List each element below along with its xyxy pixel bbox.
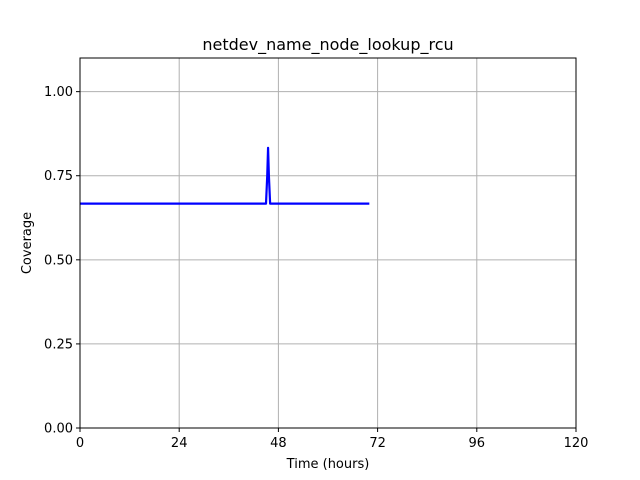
x-tick-label: 0 (76, 436, 84, 451)
x-tick-label: 48 (270, 436, 287, 451)
x-tick-label: 96 (469, 436, 486, 451)
y-axis-title: Coverage (20, 212, 35, 274)
coverage-line (80, 146, 370, 205)
chart-title: netdev_name_node_lookup_rcu (202, 35, 453, 55)
y-tick-label: 1.00 (44, 85, 73, 100)
x-tick-label: 72 (369, 436, 386, 451)
y-tick-label: 0.00 (44, 422, 73, 437)
x-tick-label: 120 (564, 436, 589, 451)
tick-layer: 0 24 48 72 96 120 0.00 0.25 0.50 0.75 1.00 (44, 85, 588, 451)
y-tick-label: 0.50 (44, 253, 73, 268)
x-tick-label: 24 (171, 436, 188, 451)
series-layer (80, 146, 370, 205)
y-tick-label: 0.25 (44, 337, 73, 352)
y-tick-label: 0.75 (44, 169, 73, 184)
plot-frame (79, 57, 577, 429)
x-axis-title: Time (hours) (286, 457, 370, 472)
